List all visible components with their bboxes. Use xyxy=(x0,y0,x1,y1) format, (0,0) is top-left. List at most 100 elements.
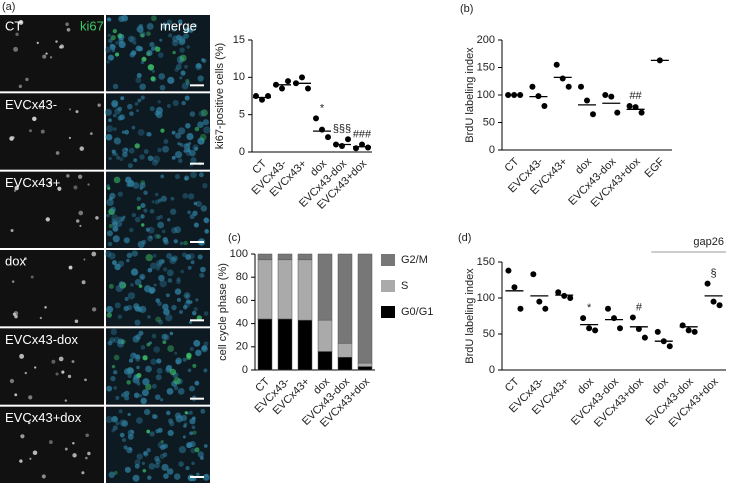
nucleus xyxy=(127,103,133,110)
nucleus xyxy=(162,340,167,345)
nucleus xyxy=(55,372,59,376)
nucleus xyxy=(112,221,118,227)
nucleus xyxy=(106,312,112,318)
nucleus xyxy=(14,393,18,397)
nucleus xyxy=(38,105,42,110)
nucleus xyxy=(131,250,138,257)
nucleus xyxy=(166,410,171,416)
nucleus xyxy=(149,41,155,48)
nucleus xyxy=(147,64,155,71)
nucleus xyxy=(174,351,178,355)
nucleus xyxy=(159,214,163,219)
nucleus xyxy=(116,155,121,160)
nucleus xyxy=(162,452,168,458)
data-point xyxy=(592,327,599,334)
nucleus xyxy=(186,443,191,448)
nucleus xyxy=(184,175,190,181)
nucleus xyxy=(163,473,169,479)
data-point xyxy=(313,115,319,122)
nucleus xyxy=(83,258,86,261)
nucleus xyxy=(79,146,85,151)
nucleus xyxy=(188,141,192,145)
annotation: * xyxy=(320,102,325,114)
y-tick-label: 0 xyxy=(489,144,495,156)
nucleus xyxy=(145,365,152,373)
nucleus xyxy=(176,277,181,282)
nucleus xyxy=(178,127,186,135)
nucleus xyxy=(131,50,137,56)
nucleus xyxy=(29,457,32,460)
nucleus xyxy=(110,328,118,336)
image-label: EVCx43+dox xyxy=(5,410,82,425)
nucleus xyxy=(203,444,208,448)
nucleus xyxy=(153,346,161,353)
nucleus xyxy=(189,111,196,117)
nucleus xyxy=(162,24,168,30)
nucleus xyxy=(104,108,112,116)
nucleus xyxy=(123,445,128,450)
nucleus xyxy=(176,279,181,285)
nucleus xyxy=(135,77,142,84)
nucleus xyxy=(172,99,179,107)
bar-segment xyxy=(257,253,273,261)
nucleus xyxy=(193,306,198,312)
nucleus xyxy=(183,26,191,34)
nucleus xyxy=(113,176,121,184)
nucleus xyxy=(174,226,182,234)
nucleus xyxy=(42,54,47,59)
nucleus xyxy=(184,411,188,415)
nucleus xyxy=(160,174,165,179)
nucleus xyxy=(195,298,199,302)
nucleus xyxy=(139,305,147,313)
nucleus xyxy=(150,46,156,51)
data-point xyxy=(605,305,611,312)
nucleus xyxy=(186,133,194,141)
annotation: § xyxy=(710,268,716,280)
nucleus xyxy=(159,453,165,459)
nucleus xyxy=(192,210,198,216)
nucleus xyxy=(185,150,192,157)
image-label: EVCx43- xyxy=(5,97,57,112)
nucleus xyxy=(176,297,181,302)
nucleus xyxy=(177,60,183,65)
nucleus xyxy=(112,260,117,266)
data-point xyxy=(654,328,661,335)
nucleus xyxy=(130,352,137,359)
channel-label: ki67 xyxy=(80,18,104,33)
nucleus xyxy=(134,216,141,223)
annotation: * xyxy=(587,302,592,314)
nucleus xyxy=(130,283,134,287)
nucleus xyxy=(197,121,204,129)
nucleus xyxy=(175,132,182,139)
nucleus xyxy=(183,33,189,39)
nucleus xyxy=(78,210,84,216)
nucleus xyxy=(165,293,170,298)
nucleus xyxy=(133,303,140,310)
nucleus xyxy=(147,267,153,273)
nucleus xyxy=(109,337,116,344)
nucleus xyxy=(197,254,203,260)
nucleus xyxy=(152,155,161,163)
nucleus xyxy=(188,410,193,415)
nucleus xyxy=(48,181,53,185)
annotation: # xyxy=(636,301,643,313)
nucleus xyxy=(112,28,118,34)
y-tick-label: 0 xyxy=(489,364,495,376)
nucleus xyxy=(179,47,185,53)
y-tick-label: 40 xyxy=(236,318,248,330)
nucleus xyxy=(195,200,202,208)
nucleus xyxy=(181,82,189,90)
data-point xyxy=(517,305,524,312)
nucleus xyxy=(55,40,58,43)
nucleus xyxy=(112,127,117,131)
nucleus xyxy=(140,203,146,208)
nucleus xyxy=(188,320,193,324)
nucleus xyxy=(107,17,112,22)
y-tick-label: 5 xyxy=(239,109,245,121)
nucleus xyxy=(167,76,175,84)
nucleus xyxy=(118,38,124,44)
nucleus xyxy=(169,208,177,215)
nucleus xyxy=(115,284,123,293)
nucleus xyxy=(162,303,169,311)
nucleus xyxy=(165,314,173,322)
